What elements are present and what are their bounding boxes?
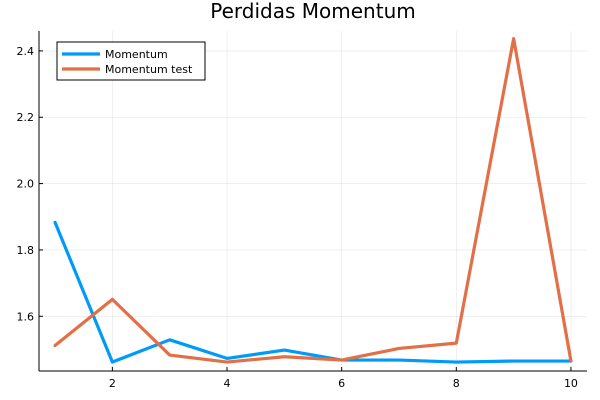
legend-box: [56, 41, 206, 81]
series-line-momentum: [53, 220, 573, 364]
x-tick-label: 6: [338, 377, 345, 390]
y-tick-label: 2.2: [17, 111, 35, 124]
series-lines: [53, 37, 573, 364]
y-tick-label: 1.8: [17, 244, 35, 257]
y-tick-label: 2.0: [17, 178, 35, 191]
chart-title: Perdidas Momentum: [210, 0, 415, 23]
series-line-momentum-test: [53, 37, 573, 364]
x-tick-label: 10: [564, 377, 578, 390]
y-tick-label: 1.6: [17, 310, 35, 323]
x-tick-label: 4: [224, 377, 231, 390]
axes: 2 4 6 8 10 1.6 1.8 2.0 2.2 2.4: [17, 31, 587, 390]
legend-label: Momentum: [105, 48, 168, 61]
legend-label: Momentum test: [105, 63, 193, 76]
x-tick-label: 2: [109, 377, 116, 390]
legend: Momentum Momentum test: [56, 41, 206, 81]
y-tick-label: 2.4: [17, 45, 35, 58]
x-tick-label: 8: [453, 377, 460, 390]
